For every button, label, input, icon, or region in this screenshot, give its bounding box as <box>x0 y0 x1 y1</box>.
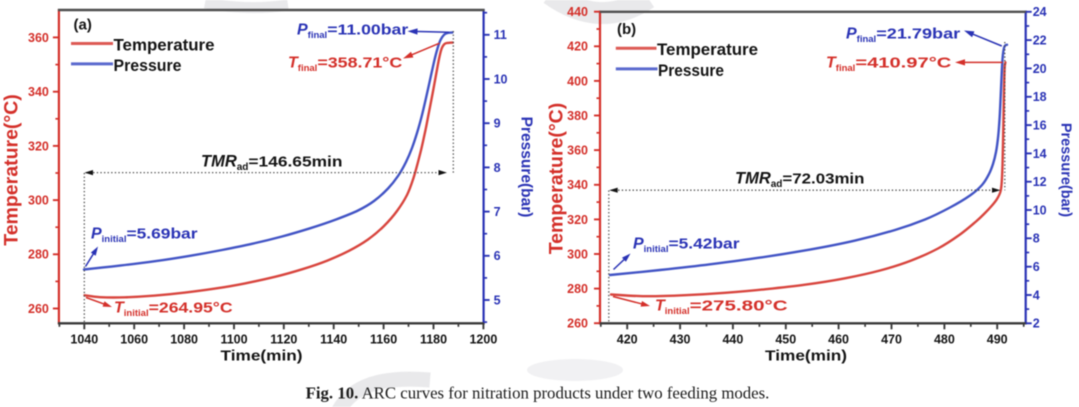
svg-text:16: 16 <box>1033 119 1047 133</box>
svg-text:400: 400 <box>567 74 588 88</box>
svg-text:420: 420 <box>617 332 638 346</box>
svg-text:1140: 1140 <box>320 332 347 346</box>
svg-text:1180: 1180 <box>420 332 447 346</box>
svg-text:470: 470 <box>881 332 902 346</box>
svg-text:20: 20 <box>1033 62 1047 76</box>
svg-text:11: 11 <box>494 28 507 42</box>
svg-text:Time(min): Time(min) <box>221 348 303 365</box>
svg-text:18: 18 <box>1033 90 1047 104</box>
svg-text:430: 430 <box>670 332 691 346</box>
svg-text:340: 340 <box>28 85 49 99</box>
svg-text:460: 460 <box>828 332 849 346</box>
svg-text:Pressure: Pressure <box>658 61 724 80</box>
svg-text:440: 440 <box>722 332 743 346</box>
svg-text:(b): (b) <box>617 21 636 38</box>
svg-text:Pressure: Pressure <box>114 56 182 75</box>
svg-text:Temperature: Temperature <box>114 36 215 55</box>
svg-text:440: 440 <box>567 5 588 19</box>
svg-text:10: 10 <box>1033 203 1047 217</box>
svg-text:7: 7 <box>494 205 501 219</box>
svg-text:TMRad=146.65min: TMRad=146.65min <box>201 153 342 174</box>
svg-text:6: 6 <box>494 249 501 263</box>
svg-text:260: 260 <box>28 302 49 316</box>
svg-text:Pressure(bar): Pressure(bar) <box>518 117 535 218</box>
svg-text:TMRad=72.03min: TMRad=72.03min <box>735 170 864 191</box>
svg-text:1100: 1100 <box>220 332 247 346</box>
svg-text:Pinitial=5.42bar: Pinitial=5.42bar <box>633 236 740 256</box>
svg-text:1040: 1040 <box>70 332 98 346</box>
svg-text:Pfinal=11.00bar: Pfinal=11.00bar <box>297 22 408 42</box>
svg-text:Pinitial=5.69bar: Pinitial=5.69bar <box>91 226 198 246</box>
svg-text:1060: 1060 <box>120 332 148 346</box>
svg-text:Temperature(°C): Temperature(°C) <box>546 103 568 255</box>
svg-text:260: 260 <box>567 317 588 331</box>
svg-text:6: 6 <box>1033 260 1040 274</box>
svg-text:Tinitial=275.80°C: Tinitial=275.80°C <box>655 298 788 318</box>
svg-text:420: 420 <box>567 40 588 54</box>
svg-text:450: 450 <box>775 332 796 346</box>
svg-text:Temperature: Temperature <box>657 40 758 59</box>
svg-text:9: 9 <box>494 117 501 131</box>
svg-text:480: 480 <box>934 332 955 346</box>
svg-text:490: 490 <box>987 332 1008 346</box>
svg-text:320: 320 <box>28 139 49 153</box>
svg-text:14: 14 <box>1033 147 1047 161</box>
svg-text:280: 280 <box>567 282 588 296</box>
svg-text:1080: 1080 <box>170 332 198 346</box>
svg-text:12: 12 <box>1033 175 1047 189</box>
svg-text:1120: 1120 <box>270 332 297 346</box>
svg-text:Temperature(°C): Temperature(°C) <box>1 94 23 246</box>
svg-text:2: 2 <box>1033 317 1040 331</box>
svg-text:Fig. 10. ARC curves for nitrat: Fig. 10. ARC curves for nitration produc… <box>306 384 770 403</box>
svg-text:Pfinal=21.79bar: Pfinal=21.79bar <box>846 26 960 46</box>
svg-text:380: 380 <box>567 109 588 123</box>
svg-text:24: 24 <box>1033 5 1047 19</box>
svg-text:8: 8 <box>1033 232 1040 246</box>
svg-text:360: 360 <box>567 144 588 158</box>
svg-text:Tfinal=358.71°C: Tfinal=358.71°C <box>288 55 402 75</box>
svg-text:4: 4 <box>1033 288 1040 302</box>
svg-text:Pressure(bar): Pressure(bar) <box>1058 123 1074 217</box>
svg-text:(a): (a) <box>74 17 92 34</box>
svg-text:360: 360 <box>28 31 49 45</box>
svg-text:Tfinal=410.97°C: Tfinal=410.97°C <box>826 55 952 75</box>
svg-text:5: 5 <box>494 293 501 307</box>
svg-text:1200: 1200 <box>469 332 497 346</box>
svg-text:Time(min): Time(min) <box>765 348 847 365</box>
svg-text:22: 22 <box>1033 34 1047 48</box>
svg-text:1160: 1160 <box>370 332 397 346</box>
svg-text:340: 340 <box>567 178 588 192</box>
svg-text:300: 300 <box>567 247 588 261</box>
svg-text:10: 10 <box>494 72 508 86</box>
svg-text:280: 280 <box>28 248 49 262</box>
svg-text:320: 320 <box>567 213 588 227</box>
svg-text:Tinitial=264.95°C: Tinitial=264.95°C <box>114 300 233 320</box>
svg-text:8: 8 <box>494 161 501 175</box>
svg-text:300: 300 <box>28 194 49 208</box>
